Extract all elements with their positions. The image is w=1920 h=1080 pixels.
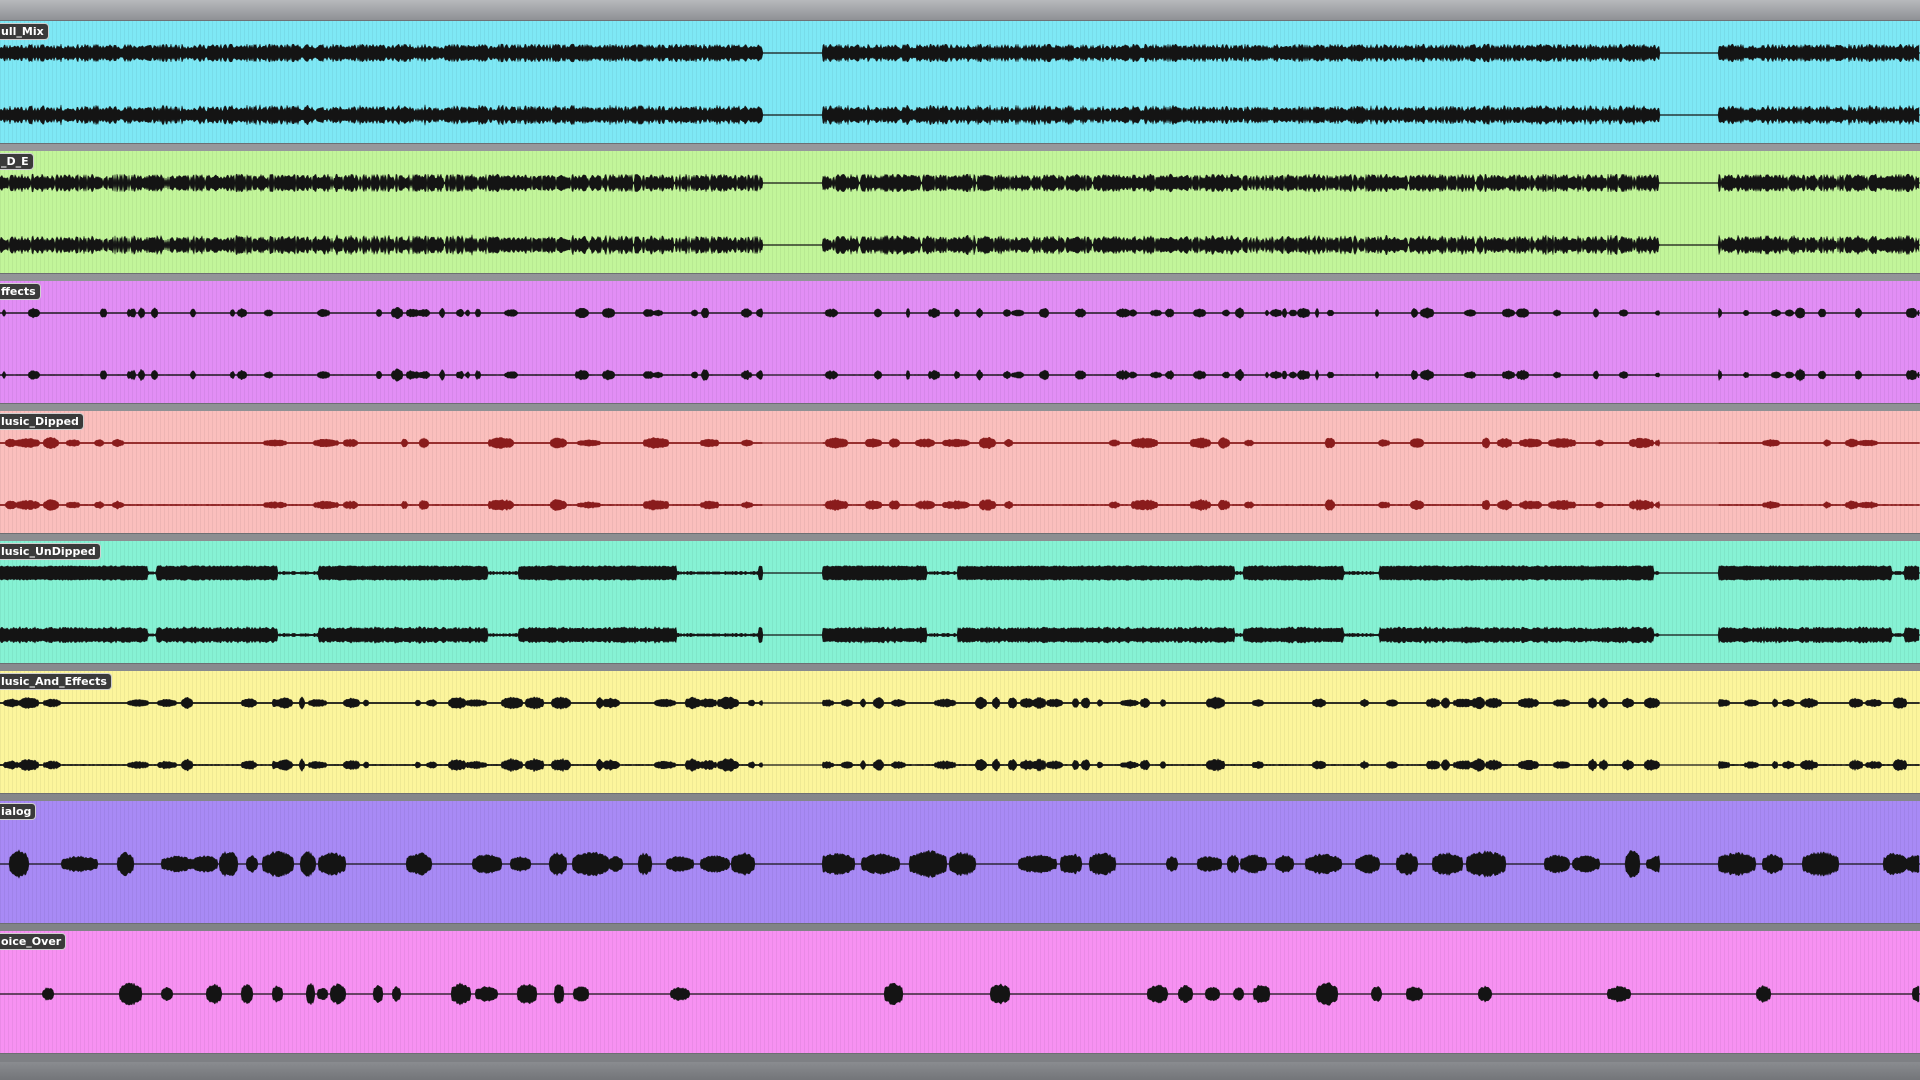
waveform-stereo bbox=[0, 696, 1920, 773]
track-dialog[interactable]: ialog bbox=[0, 801, 1920, 923]
audio-clip[interactable] bbox=[0, 671, 1920, 793]
track-name-label[interactable]: ialog bbox=[0, 803, 37, 820]
track-list: ull_Mix _D_E ffects lusic_Dipped lusic_U… bbox=[0, 21, 1920, 1061]
audio-clip[interactable] bbox=[0, 21, 1920, 143]
track-name-label[interactable]: lusic_UnDipped bbox=[0, 543, 101, 560]
audio-clip[interactable] bbox=[0, 151, 1920, 273]
waveform-envelope bbox=[0, 234, 1920, 256]
track-full-mix[interactable]: ull_Mix bbox=[0, 21, 1920, 143]
audio-clip[interactable] bbox=[0, 281, 1920, 403]
waveform-envelope bbox=[0, 306, 1920, 320]
waveform-stereo bbox=[0, 436, 1920, 512]
waveform-envelope bbox=[0, 625, 1920, 645]
waveform-envelope bbox=[0, 436, 1920, 450]
track-music-dipped[interactable]: lusic_Dipped bbox=[0, 411, 1920, 533]
waveform-stereo bbox=[0, 565, 1920, 645]
waveform-envelope bbox=[0, 104, 1920, 126]
waveform-envelope bbox=[0, 757, 1920, 773]
track-voice-over[interactable]: oice_Over bbox=[0, 931, 1920, 1053]
waveform-envelope bbox=[0, 173, 1920, 193]
track-name-label[interactable]: lusic_And_Effects bbox=[0, 673, 112, 690]
track-music-and-effects[interactable]: lusic_And_Effects bbox=[0, 671, 1920, 793]
audio-clip[interactable] bbox=[0, 411, 1920, 533]
waveform-stereo bbox=[0, 173, 1920, 256]
track-name-label[interactable]: _D_E bbox=[0, 153, 34, 170]
waveform-envelope bbox=[0, 849, 1920, 879]
waveform-mono bbox=[0, 982, 1920, 1006]
waveform-envelope bbox=[0, 565, 1920, 581]
track-name-label[interactable]: oice_Over bbox=[0, 933, 67, 950]
track-dme[interactable]: _D_E bbox=[0, 151, 1920, 273]
waveform-envelope bbox=[0, 982, 1920, 1006]
track-name-label[interactable]: ffects bbox=[0, 283, 41, 300]
waveform-envelope bbox=[0, 696, 1920, 710]
waveform-mono bbox=[0, 849, 1920, 879]
waveform-envelope bbox=[0, 368, 1920, 382]
track-effects[interactable]: ffects bbox=[0, 281, 1920, 403]
track-name-label[interactable]: ull_Mix bbox=[0, 23, 49, 40]
waveform-stereo bbox=[0, 43, 1920, 126]
waveform-stereo bbox=[0, 306, 1920, 382]
track-music-undipped[interactable]: lusic_UnDipped bbox=[0, 541, 1920, 663]
track-name-label[interactable]: lusic_Dipped bbox=[0, 413, 84, 430]
horizontal-scrollbar[interactable] bbox=[0, 1062, 1920, 1080]
waveform-envelope bbox=[0, 498, 1920, 512]
waveform-envelope bbox=[0, 43, 1920, 63]
timeline-ruler-bar bbox=[0, 0, 1920, 21]
